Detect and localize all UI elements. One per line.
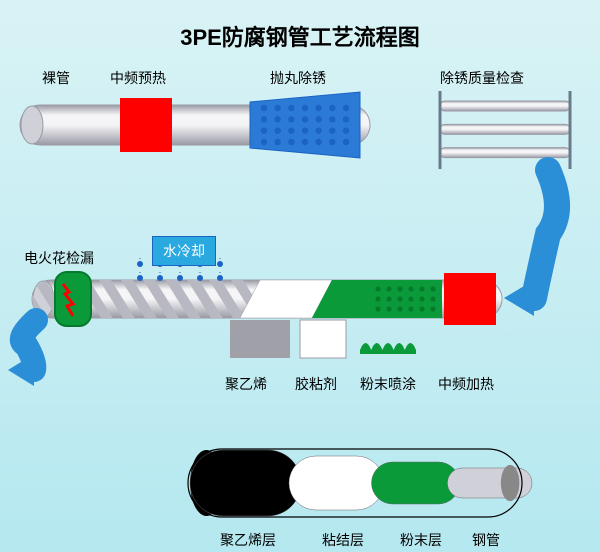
label-shot-blast: 抛丸除锈 [270, 68, 326, 88]
label-layer-powder: 粉末层 [400, 530, 442, 550]
label-layer-pe: 聚乙烯层 [220, 530, 276, 550]
label-spark-test: 电火花检漏 [24, 248, 94, 268]
label-rust-inspect: 除锈质量检查 [440, 68, 524, 88]
label-layer-steel: 钢管 [472, 530, 500, 550]
label-mf-preheat: 中频预热 [110, 68, 166, 88]
label-mf-heat: 中频加热 [438, 374, 494, 394]
diagram-title: 3PE防腐钢管工艺流程图 [0, 20, 600, 52]
label-powder-spray: 粉末喷涂 [360, 374, 416, 394]
label-bare-pipe: 裸管 [42, 68, 70, 88]
label-polyethylene: 聚乙烯 [225, 374, 267, 394]
label-layer-adhesive: 粘结层 [322, 530, 364, 550]
label-adhesive: 胶粘剂 [295, 374, 337, 394]
label-water-cool: 水冷却 [152, 236, 216, 266]
